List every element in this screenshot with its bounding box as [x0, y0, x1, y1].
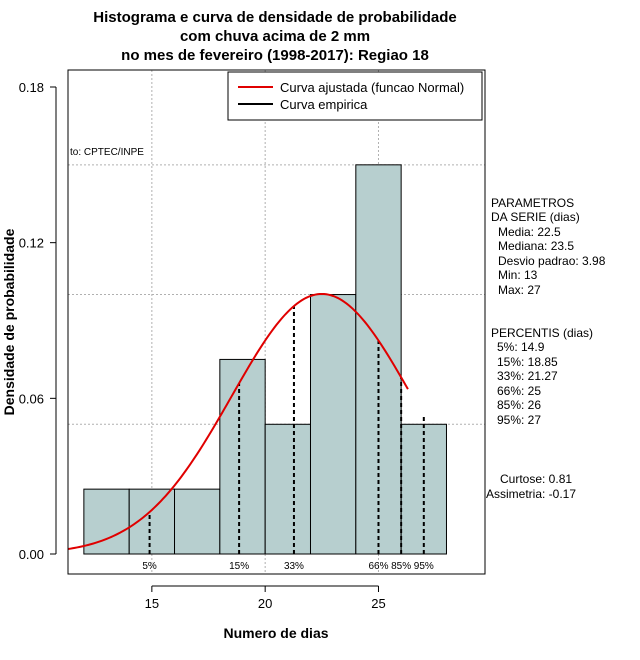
normal-curve	[67, 292, 409, 551]
stat-curtose: Curtose: 0.81	[500, 472, 572, 486]
percentile-66: 66%: 25	[497, 384, 541, 398]
percentile-label-1: 15%	[229, 561, 249, 572]
percentile-label-4: 85%	[391, 561, 411, 572]
chart-title: Histograma e curva de densidade de proba…	[93, 9, 456, 64]
title-line-2: com chuva acima de 2 mm	[180, 28, 370, 45]
histogram-bars	[83, 164, 447, 555]
title-line-1: Histograma e curva de densidade de proba…	[93, 9, 456, 26]
histogram-bar-2	[174, 488, 221, 555]
y-axis-label: Densidade de probabilidade	[1, 228, 17, 415]
histogram-bar-3	[219, 358, 266, 555]
percentiles-header: PERCENTIS (dias)	[491, 326, 593, 340]
parameter-max: Max: 27	[498, 283, 541, 297]
y-tick-label-1: 0.06	[19, 391, 44, 406]
x-tick-label-1: 20	[258, 596, 272, 611]
x-tick-label-0: 15	[145, 596, 159, 611]
x-axis-label: Numero de dias	[223, 625, 328, 641]
legend-label-normal: Curva ajustada (funcao Normal)	[280, 80, 464, 95]
parameter-min: Min: 13	[498, 268, 538, 282]
legend: Curva ajustada (funcao Normal) Curva emp…	[227, 71, 483, 121]
stat-assimetria: Assimetria: -0.17	[486, 487, 576, 501]
legend-box	[227, 71, 483, 121]
histogram-bar-4	[264, 423, 311, 555]
y-tick-label-0: 0.00	[19, 547, 44, 562]
histogram-bar-5	[309, 294, 357, 555]
percentiles-panel: PERCENTIS (dias) 5%: 14.9 15%: 18.85 33%…	[491, 326, 593, 427]
percentile-label-5: 95%	[414, 561, 434, 572]
parameter-desvio: Desvio padrao: 3.98	[498, 254, 606, 268]
source-note: to: CPTEC/INPE	[70, 147, 144, 158]
parameters-panel: PARAMETROS DA SERIE (dias) Media: 22.5 M…	[491, 196, 606, 297]
percentile-lines	[148, 306, 425, 554]
y-axis: 0.00 0.06 0.12 0.18	[19, 80, 57, 562]
percentile-labels: 5% 15% 33% 66% 85% 95%	[142, 561, 434, 572]
x-axis: 15 20 25	[145, 585, 386, 611]
percentile-label-0: 5%	[142, 561, 157, 572]
parameters-header-1: PARAMETROS	[491, 196, 574, 210]
percentile-85: 85%: 26	[497, 398, 541, 412]
legend-label-empirical: Curva empirica	[280, 97, 368, 112]
percentile-5: 5%: 14.9	[497, 340, 545, 354]
percentile-95: 95%: 27	[497, 413, 541, 427]
parameters-header-2: DA SERIE (dias)	[491, 210, 580, 224]
parameter-mediana: Mediana: 23.5	[498, 239, 574, 253]
percentile-15: 15%: 18.85	[497, 355, 558, 369]
parameter-media: Media: 22.5	[498, 225, 561, 239]
y-tick-label-2: 0.12	[19, 236, 44, 251]
title-line-3: no mes de fevereiro (1998-2017): Regiao …	[121, 47, 429, 64]
percentile-33: 33%: 21.27	[497, 369, 558, 383]
y-tick-label-3: 0.18	[19, 80, 44, 95]
plot-frame	[67, 69, 486, 575]
x-tick-label-2: 25	[371, 596, 385, 611]
shape-stats-panel: Curtose: 0.81 Assimetria: -0.17	[486, 472, 576, 501]
percentile-label-2: 33%	[284, 561, 304, 572]
histogram-bar-1	[128, 488, 176, 555]
percentile-label-3: 66%	[368, 561, 388, 572]
